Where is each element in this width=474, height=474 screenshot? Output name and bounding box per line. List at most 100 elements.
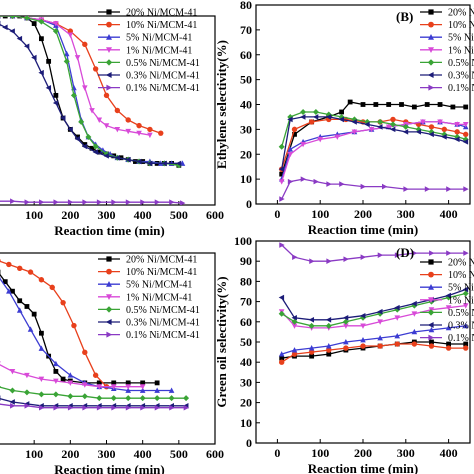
panel-c-series-0-1pct-ni-mcm-41-point: [140, 404, 146, 411]
panel-b-series-1pct-ni-mcm-41-point: [368, 126, 375, 133]
panel-a-series-0-3pct-ni-mcm-41-point: [161, 160, 167, 167]
panel-c-legend-entry-0-3pct-ni-mcm-41-marker: [105, 319, 112, 325]
panel-b-series-10pct-ni-mcm-41-point: [441, 126, 448, 133]
panel-a-series-20pct-ni-mcm-41-point: [46, 58, 52, 64]
panel-d-series-5pct-ni-mcm-41-point: [360, 336, 366, 343]
panel-b-series-0-1pct-ni-mcm-41-point: [339, 181, 345, 187]
panel-b-legend-entry-10pct-ni-mcm-41-marker: [428, 21, 434, 28]
panel-c-legend-entry-0-5pct-ni-mcm-41-label: 0.5% Ni/MCM-41: [126, 305, 200, 316]
panel-a-series-0-1pct-ni-mcm-41-point: [82, 199, 88, 205]
panel-c-series-10pct-ni-mcm-41-point: [71, 322, 77, 329]
panel-d-series-5pct-ni-mcm-41-point: [411, 328, 418, 335]
panel-b-y-tick-label: 80: [240, 0, 252, 12]
panel-a-series-10pct-ni-mcm-41-point: [103, 92, 110, 99]
panel-b-plot-area: [278, 99, 469, 202]
panel-a-series-0-3pct-ni-mcm-41-point: [114, 154, 120, 161]
panel-c-series-0-1pct-ni-mcm-41-point: [96, 404, 103, 411]
panel-c-legend-entry-0-5pct-ni-mcm-41-marker: [105, 306, 113, 313]
panel-c-series-1pct-ni-mcm-41-point: [24, 372, 30, 379]
panel-a-series-20pct-ni-mcm-41-point: [2, 16, 8, 19]
panel-a-series-0-5pct-ni-mcm-41-point: [0, 16, 1, 17]
panel-b-series-20pct-ni-mcm-41-point: [437, 102, 443, 107]
panel-a-x-tick-label: 200: [61, 208, 79, 222]
panel-d-series-20pct-ni-mcm-41-point: [446, 341, 451, 347]
panel-c-series-0-5pct-ni-mcm-41-point: [9, 387, 16, 394]
panel-c-series-0-1pct-ni-mcm-41-point: [183, 404, 190, 411]
panel-b-x-tick-label: 0: [274, 207, 280, 221]
panel-a-series-0-3pct-ni-mcm-41-point: [45, 85, 52, 91]
panel-d-series-20pct-ni-mcm-41-point: [309, 353, 315, 359]
panel-d-x-tick-label: 100: [311, 446, 329, 460]
panel-a-series-1pct-ni-mcm-41-point: [53, 21, 59, 27]
panel-d-series-0-3pct-ni-mcm-41-point: [394, 304, 400, 311]
panel-a-series-0-3pct-ni-mcm-41-point: [60, 115, 66, 121]
panel-d-series-10pct-ni-mcm-41-point: [463, 345, 469, 351]
panel-d-y-tick-label: 30: [240, 375, 252, 389]
panel-d-series-20pct-ni-mcm-41-point: [429, 339, 434, 345]
panel-d-y-tick-label: 50: [240, 335, 252, 349]
panel-d-series-0-1pct-ni-mcm-41-point: [394, 252, 401, 258]
panel-b-x-tick-label: 100: [311, 207, 329, 221]
panel-c-series-5pct-ni-mcm-41-point: [27, 326, 34, 332]
panel-a-series-0-3pct-ni-mcm-41-point: [38, 69, 44, 76]
panel-d-series-0-3pct-ni-mcm-41-point: [342, 314, 349, 321]
panel-d-y-tick-label: 80: [240, 274, 252, 288]
panel-a-series-0-3pct-ni-mcm-41-point: [103, 153, 109, 159]
panel-d-series-1pct-ni-mcm-41-point: [394, 315, 401, 321]
panel-a-series-10pct-ni-mcm-41-point: [125, 117, 131, 123]
panel-c-series-10pct-ni-mcm-41-point: [38, 277, 45, 283]
panel-a-series-0-1pct-ni-mcm-41-point: [154, 199, 161, 205]
panel-d-series-0-3pct-ni-mcm-41-point: [325, 316, 332, 323]
panel-b-series-0-3pct-ni-mcm-41-point: [377, 124, 383, 130]
panel-d-series-10pct-ni-mcm-41-point: [326, 347, 332, 353]
panel-b-legend-entry-1pct-ni-mcm-41-label: 1% Ni/MCM-41: [448, 45, 474, 56]
panel-b-series-1pct-ni-mcm-41-point: [420, 119, 426, 125]
panel-c-legend-entry-0-3pct-ni-mcm-41-label: 0.3% Ni/MCM-41: [126, 318, 200, 329]
panel-d-series-1pct-ni-mcm-41-point: [377, 319, 383, 325]
panel-a-series-0-3pct-ni-mcm-41-point: [136, 158, 142, 165]
panel-a-series-0-5pct-ni-mcm-41-point: [52, 28, 59, 35]
panel-c-series-0-1pct-ni-mcm-41-point: [154, 404, 161, 411]
panel-a-series-0-3pct-ni-mcm-41-point: [31, 54, 37, 61]
panel-b-legend-entry-5pct-ni-mcm-41-label: 5% Ni/MCM-41: [448, 33, 474, 44]
panel-d-series-0-5pct-ni-mcm-41-point: [291, 318, 298, 325]
panel-b-series-20pct-ni-mcm-41-point: [360, 102, 366, 107]
panel-b-series-0-5pct-ni-mcm-41-point: [300, 108, 307, 115]
panel-a-series-0-1pct-ni-mcm-41-point: [24, 199, 30, 205]
panel-d-series-0-1pct-ni-mcm-41-point: [377, 252, 384, 258]
panel-d-series-1pct-ni-mcm-41-point: [291, 323, 298, 329]
panel-b-series-1pct-ni-mcm-41-point: [287, 151, 294, 158]
panel-a-legend-entry-0-1pct-ni-mcm-41-label: 0.1% Ni/MCM-41: [126, 83, 200, 94]
panel-b-series-10pct-ni-mcm-41-line: [281, 118, 466, 170]
panel-c-series-5pct-ni-mcm-41-point: [38, 345, 45, 351]
panel-c-series-0-1pct-ni-mcm-41-point: [53, 404, 59, 411]
panel-b-legend-entry-0-3pct-ni-mcm-41-label: 0.3% Ni/MCM-41: [448, 71, 474, 82]
panel-d-x-axis-label: Reaction time (min): [308, 461, 418, 474]
panel-d-series-10pct-ni-mcm-41-point: [291, 351, 298, 357]
panel-a-series-0-1pct-ni-mcm-41-point: [180, 200, 186, 205]
panel-d-y-tick-label: 0: [246, 436, 252, 450]
panel-a-series-0-3pct-ni-mcm-41-point: [2, 24, 8, 31]
panel-c-series-5pct-ni-mcm-41-point: [67, 372, 74, 378]
panel-b-y-tick-label: 0: [246, 197, 252, 211]
panel-d-series-0-1pct-ni-mcm-41-point: [446, 250, 452, 256]
panel-a-x-axis-label: Reaction time (min): [54, 223, 164, 238]
panel-c-series-10pct-ni-mcm-41-point: [60, 299, 66, 306]
panel-c-legend-entry-10pct-ni-mcm-41-label: 10% Ni/MCM-41: [126, 267, 197, 278]
panel-b-series-0-3pct-ni-mcm-41-point: [402, 129, 409, 135]
panel-b-series-0-5pct-ni-mcm-41-point: [402, 123, 409, 130]
panel-b-series-0-3pct-ni-mcm-41-point: [325, 114, 332, 120]
panel-b-series-20pct-ni-mcm-41-line: [281, 101, 466, 175]
panel-a-series-20pct-ni-mcm-41-point: [82, 142, 88, 147]
panel-d-series-0-1pct-ni-mcm-41-point: [429, 250, 435, 256]
panel-c-series-20pct-ni-mcm-41-point: [31, 311, 37, 317]
panel-b-series-20pct-ni-mcm-41-point: [292, 131, 297, 137]
panel-b-series-0-1pct-ni-mcm-41-point: [300, 176, 307, 182]
panel-c-series-0-1pct-ni-mcm-41-point: [82, 404, 88, 411]
panel-b-title: (B): [396, 9, 413, 24]
panel-b-series-10pct-ni-mcm-41-point: [463, 131, 469, 138]
panel-a-series-20pct-ni-mcm-41-point: [39, 36, 44, 42]
panel-c-series-0-5pct-ni-mcm-41-point: [154, 395, 161, 402]
panel-c-series-20pct-ni-mcm-41-point: [111, 380, 117, 386]
